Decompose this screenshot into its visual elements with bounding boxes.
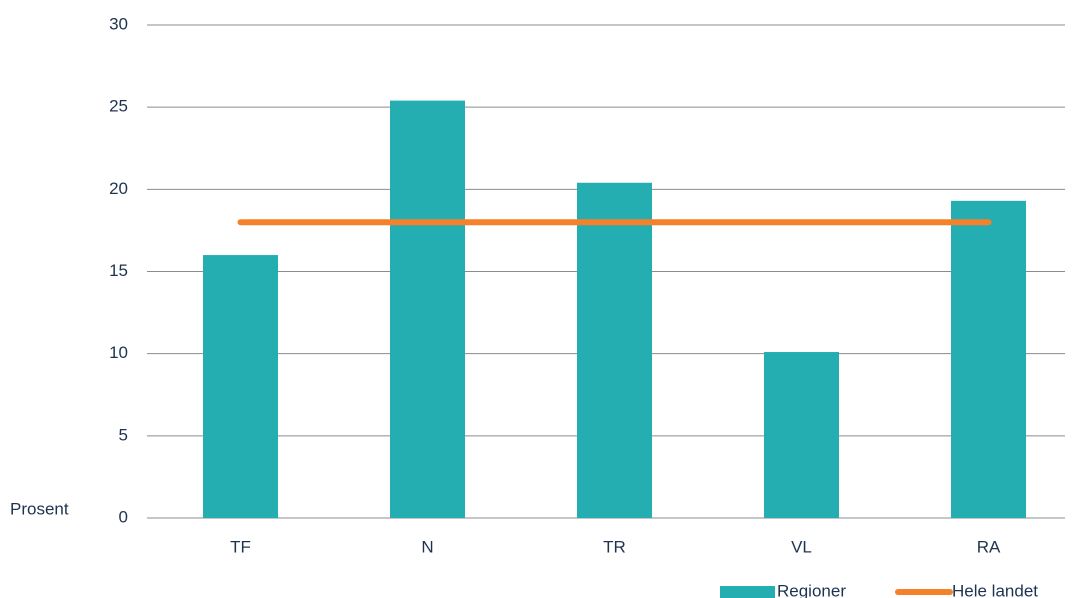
y-tick-label: 15 (109, 261, 128, 280)
y-tick-label: 25 (109, 97, 128, 116)
legend-label: Hele landet (952, 581, 1038, 598)
y-tick-label: 0 (119, 507, 128, 526)
y-tick-label: 5 (119, 425, 128, 444)
bar (951, 200, 1026, 518)
x-tick-label: RA (977, 537, 1001, 556)
y-axis-label: Prosent (10, 499, 69, 518)
y-tick-label: 10 (109, 343, 128, 362)
bar (390, 100, 465, 519)
y-tick-label: 20 (109, 179, 128, 198)
legend-swatch (720, 586, 775, 598)
y-tick-label: 30 (109, 14, 128, 33)
x-tick-label: N (421, 537, 433, 556)
bar (203, 255, 278, 519)
x-tick-label: VL (791, 537, 812, 556)
x-tick-label: TF (230, 537, 251, 556)
bar (577, 182, 652, 518)
x-tick-label: TR (603, 537, 626, 556)
bar (764, 352, 839, 518)
legend-label: Regioner (777, 581, 846, 598)
